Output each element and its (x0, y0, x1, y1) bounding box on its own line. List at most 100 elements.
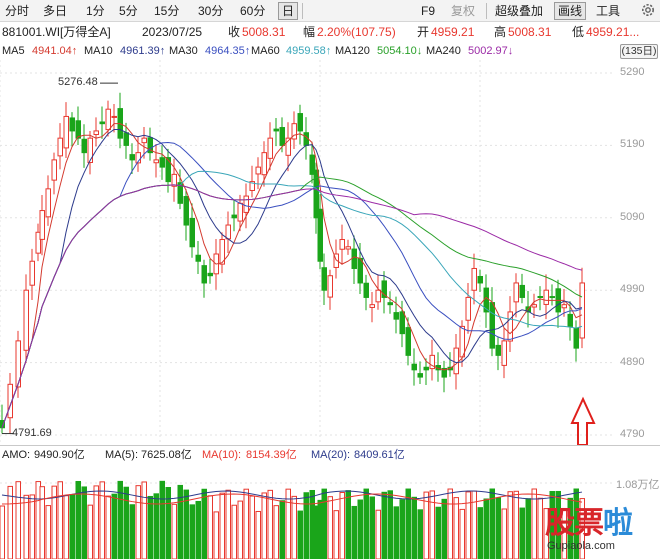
ma-line (1, 142, 583, 428)
candle-body (357, 257, 363, 284)
volume-bar (579, 498, 585, 559)
volume-bar (531, 488, 537, 559)
amo-label: AMO: (2, 449, 31, 461)
super-overlay-button[interactable]: 超级叠加 (495, 4, 544, 18)
volume-bar (231, 504, 237, 559)
volume-bar (423, 491, 429, 559)
high-value: 5008.31 (508, 25, 552, 39)
tab-60min[interactable]: 60分 (240, 4, 266, 18)
volume-ma-line (1, 493, 583, 505)
f9-button[interactable]: F9 (421, 4, 436, 18)
volume-bar (357, 499, 363, 559)
candle-body (465, 296, 471, 321)
volume-bar (63, 495, 69, 559)
volume-bar (489, 488, 495, 559)
candle-body (15, 340, 21, 388)
candle-body (285, 137, 291, 156)
volume-bar (321, 488, 327, 559)
change-label: 幅 (303, 25, 316, 39)
gear-icon[interactable] (640, 2, 656, 18)
change-value: 2.20%(107.75) (317, 25, 396, 39)
amo-value: 9490.90亿 (34, 449, 85, 461)
volume-bar (405, 488, 411, 559)
candle-body (579, 282, 585, 339)
candle-body (267, 137, 273, 159)
candle-body (351, 248, 357, 269)
volume-bar (381, 491, 387, 559)
candle-body (453, 347, 459, 375)
candle-body (561, 304, 567, 309)
candle-body (471, 267, 477, 291)
volume-bar (411, 496, 417, 559)
volume-bar (183, 489, 189, 559)
period-count-button[interactable]: (135日) (620, 44, 658, 59)
volume-bar (285, 488, 291, 559)
candle-body (261, 152, 267, 176)
volume-bar (111, 493, 117, 559)
volume-bar (363, 488, 369, 559)
volume-bar (147, 495, 153, 559)
adjust-button[interactable]: 复权 (451, 4, 476, 18)
volume-bar (465, 491, 471, 559)
tab-daily[interactable]: 日 (278, 2, 299, 20)
volume-bar (267, 489, 273, 559)
volume-bar (543, 508, 549, 559)
volume-bar (375, 509, 381, 559)
tab-5min[interactable]: 5分 (119, 4, 138, 18)
tab-15min[interactable]: 15分 (154, 4, 180, 18)
candle-body (45, 188, 51, 218)
candle-body (423, 366, 429, 371)
volume-bar (99, 481, 105, 559)
tab-intraday[interactable]: 分时 (5, 4, 30, 18)
candle-body (195, 254, 201, 262)
draw-line-button[interactable]: 画线 (554, 2, 587, 20)
volume-bar (105, 495, 111, 559)
volume-bar (141, 481, 147, 559)
volume-bar (393, 506, 399, 559)
vol-ma5-value: 7625.08亿 (141, 449, 192, 461)
toolbar-divider (486, 3, 487, 19)
candle-body (387, 302, 393, 306)
volume-bar (237, 500, 243, 559)
candle-body (63, 115, 69, 149)
candle-body (333, 253, 339, 268)
tab-1min[interactable]: 1分 (86, 4, 105, 18)
ma120-value: 5054.10↓ (377, 45, 423, 57)
volume-bar (561, 507, 567, 559)
low-value: 4959.21... (586, 25, 640, 39)
volume-bar (45, 505, 51, 559)
candle-body (189, 217, 195, 248)
volume-bar (159, 480, 165, 559)
volume-bar (537, 497, 543, 559)
volume-chart[interactable] (0, 463, 660, 559)
ma60-value: 4959.58↑ (286, 45, 332, 57)
candle-body (567, 313, 573, 327)
candle-body (75, 120, 81, 139)
candle-body (93, 130, 99, 136)
volume-bar (39, 486, 45, 559)
candle-body (495, 344, 501, 356)
volume-canvas (0, 480, 612, 559)
volume-bar (519, 507, 525, 559)
volume-bar (399, 499, 405, 559)
price-tick: 5290 (620, 66, 645, 78)
volume-bar (573, 488, 579, 559)
volume-bar (225, 489, 231, 559)
candle-body (165, 157, 171, 183)
vol-ma5-label: MA(5): (105, 449, 138, 461)
candle-body (231, 214, 237, 219)
candle-body (537, 296, 543, 299)
tab-multiday[interactable]: 多日 (43, 4, 68, 18)
candle-body (219, 239, 225, 265)
price-tick: 4790 (620, 428, 645, 440)
tab-30min[interactable]: 30分 (198, 4, 224, 18)
volume-bar (7, 485, 13, 559)
candle-body (489, 302, 495, 349)
tools-button[interactable]: 工具 (596, 4, 621, 18)
kline-chart[interactable]: 5290 5190 5090 4990 4890 4790 5276.48 47… (0, 60, 660, 446)
price-tick: 4890 (620, 356, 645, 368)
toolbar-divider (302, 3, 303, 19)
volume-bar (129, 504, 135, 559)
security-code: 881001.WI[万得全A] (2, 25, 111, 39)
ma60-label: MA60 (251, 45, 280, 57)
